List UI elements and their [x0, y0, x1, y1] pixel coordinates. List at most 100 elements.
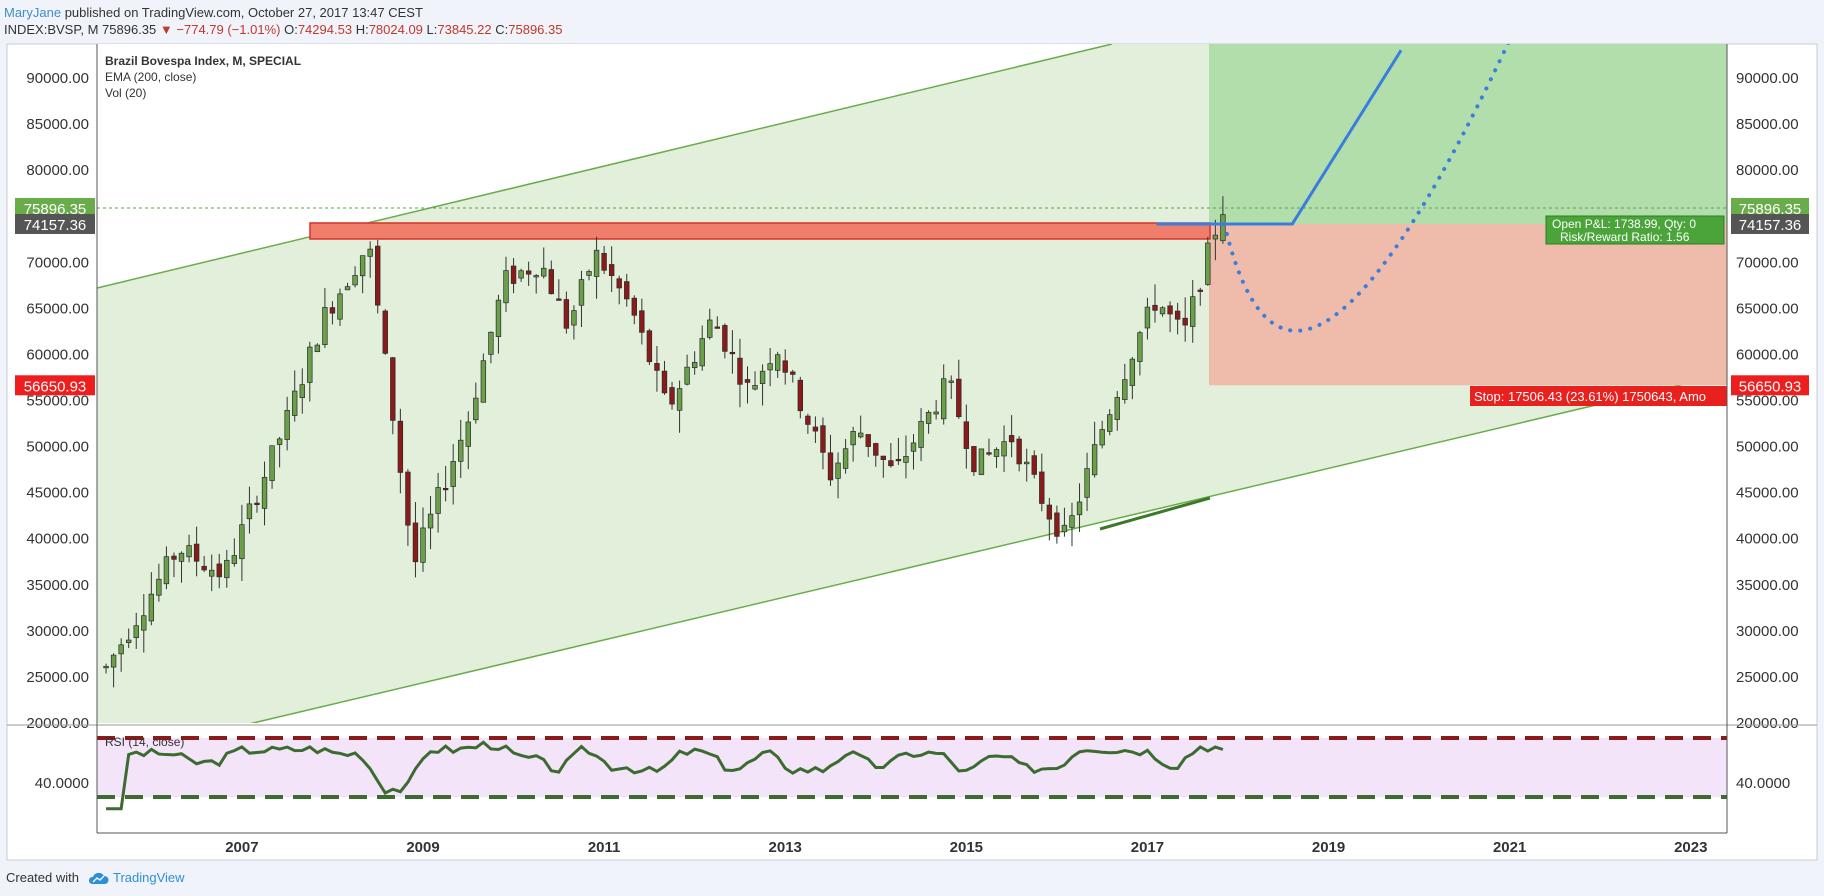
high-label: H: — [355, 22, 369, 37]
candle-up — [359, 255, 366, 277]
candle-up — [307, 346, 313, 383]
candle-down — [201, 565, 207, 571]
y-tick-right: 30000.00 — [1736, 623, 1799, 640]
candle-up — [759, 370, 766, 384]
candle-up — [978, 448, 985, 475]
y-tick-right: 65000.00 — [1736, 300, 1799, 317]
tradingview-link[interactable]: TradingView — [87, 870, 185, 885]
candle-up — [178, 552, 185, 562]
candle-up — [148, 593, 155, 622]
candle-up — [126, 639, 132, 643]
rsi-line — [106, 740, 1224, 811]
candle-up — [910, 442, 917, 452]
candle-up — [933, 411, 939, 415]
candle-down — [548, 269, 554, 295]
candle-down — [412, 522, 419, 563]
x-tick-2017: 2017 — [1131, 839, 1164, 856]
candle-up — [903, 456, 909, 463]
candle-down — [820, 425, 826, 453]
candle-up — [231, 555, 238, 564]
candle-up — [699, 338, 705, 367]
candle-up — [458, 439, 464, 462]
candle-up — [774, 354, 781, 371]
candle-up — [314, 344, 321, 352]
candle-up — [209, 569, 215, 577]
publish-info: published on TradingView.com, October 27… — [64, 5, 423, 20]
channel-lower-line — [249, 373, 1727, 723]
candle-down — [639, 310, 645, 333]
x-tick-2015: 2015 — [950, 839, 983, 856]
candle-up — [1144, 306, 1151, 329]
candle-down — [782, 360, 788, 373]
candle-up — [518, 270, 524, 279]
candle-down — [827, 452, 834, 481]
y-tick-right: 90000.00 — [1736, 70, 1799, 87]
candle-up — [118, 644, 124, 655]
candle-up — [141, 615, 147, 631]
rsi-label: RSI (14, close) — [105, 735, 184, 749]
candle-down — [729, 351, 736, 355]
y-tick-right: 40000.00 — [1736, 531, 1799, 548]
candle-down — [956, 378, 962, 418]
stop-zone — [1209, 223, 1727, 386]
candle-down — [865, 434, 871, 447]
candle-up — [707, 319, 713, 338]
price-marker-text: 75896.35 — [24, 201, 87, 218]
x-tick-2013: 2013 — [769, 839, 802, 856]
candle-up — [427, 513, 434, 529]
price-marker-left — [15, 197, 95, 218]
projection-line — [1156, 49, 1403, 226]
candle-up — [1159, 307, 1166, 315]
candle-up — [1061, 524, 1068, 533]
symbol: INDEX:BVSP, M — [4, 22, 99, 37]
open-pnl-text: Open P&L: 1738.99, Qty: 0 — [1552, 217, 1696, 231]
author-link[interactable]: MaryJane — [4, 5, 62, 20]
x-tick-2023: 2023 — [1674, 839, 1707, 856]
candle-down — [1182, 317, 1188, 326]
candle-down — [1054, 512, 1060, 537]
risk-reward-text: Risk/Reward Ratio: 1.56 — [1560, 230, 1690, 244]
close-value: 75896.35 — [508, 22, 563, 37]
candle-up — [224, 559, 230, 579]
y-tick-right: 60000.00 — [1736, 346, 1799, 363]
candle-down — [556, 298, 562, 301]
candle-down — [624, 281, 630, 300]
y-tick-right: 80000.00 — [1736, 162, 1799, 179]
rsi-pane — [97, 736, 1727, 811]
price-marker-text: 56650.93 — [24, 378, 87, 395]
candle-down — [1008, 435, 1015, 443]
candle-up — [925, 411, 932, 424]
candle-down — [661, 370, 668, 394]
y-tick-left: 80000.00 — [26, 162, 89, 179]
legend-item-1: EMA (200, close) — [105, 70, 196, 84]
ohlc-line: INDEX:BVSP, M 75896.35 ▼ −774.79 (−1.01%… — [4, 21, 562, 38]
tradingview-cloud-icon — [88, 872, 109, 884]
y-tick-left: 30000.00 — [26, 623, 89, 640]
candle-down — [601, 252, 607, 271]
stop-text: Stop: 17506.43 (23.61%) 1750643, Amo — [1474, 389, 1706, 404]
candle-down — [405, 471, 411, 526]
candle-down — [737, 357, 743, 385]
price-marker-left — [15, 213, 95, 234]
y-tick-left: 55000.00 — [26, 393, 89, 410]
candle-down — [888, 460, 894, 467]
candle-up — [450, 461, 456, 487]
candle-up — [284, 410, 290, 440]
candle-down — [895, 458, 902, 462]
last-price: 75896.35 — [102, 22, 157, 37]
candle-up — [1137, 332, 1143, 362]
y-tick-right: 35000.00 — [1736, 577, 1799, 594]
candle-up — [480, 360, 487, 403]
candle-down — [797, 379, 804, 412]
y-tick-right: 85000.00 — [1736, 116, 1799, 133]
projection-dotted-curve — [1222, 44, 1510, 333]
open-label: O: — [284, 22, 298, 37]
legend-item-2: Vol (20) — [105, 86, 146, 100]
candle-up — [367, 248, 373, 257]
candle-up — [1099, 429, 1105, 446]
x-tick-2011: 2011 — [588, 839, 621, 856]
candle-down — [1174, 310, 1181, 320]
candle-down — [397, 420, 404, 473]
candle-up — [993, 449, 1000, 457]
